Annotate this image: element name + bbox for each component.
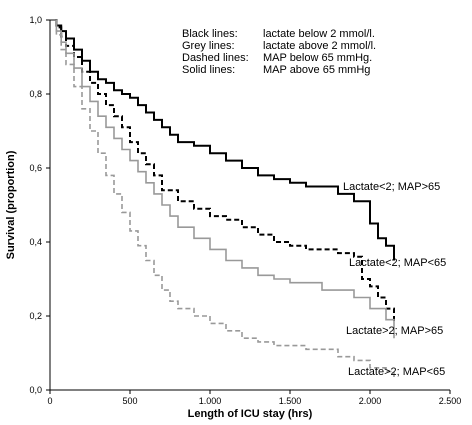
axes: 0 500 1.000 1.500 2.000 2.500 0,0 0,2 0,4 0,6 0,8 1…: [29, 15, 461, 406]
x-tick-label: 1.000: [199, 396, 222, 406]
legend: Black lines: lactate below 2 mmol/l. Grey …: [182, 28, 376, 76]
x-tick-label: 2.500: [439, 396, 462, 406]
y-tick-label: 0,8: [29, 89, 42, 99]
curve-label: Lactate<2; MAP<65: [349, 257, 446, 269]
legend-description: MAP below 65 mmHg.: [263, 52, 372, 64]
y-tick-label: 0,0: [29, 385, 42, 395]
legend-description: lactate above 2 mmol/l.: [263, 40, 376, 52]
y-tick-label: 0,2: [29, 311, 42, 321]
y-axis-title: Survival (proportion): [5, 150, 17, 259]
x-tick-label: 500: [122, 396, 137, 406]
y-tick-label: 0,6: [29, 163, 42, 173]
legend-key: Dashed lines:: [182, 52, 249, 64]
curve-labels: Lactate<2; MAP>65 Lactate<2; MAP<65 Lactat…: [343, 181, 446, 378]
curve-label: Lactate>2; MAP>65: [346, 325, 443, 337]
legend-key: Solid lines:: [182, 64, 235, 76]
x-tick-label: 1.500: [279, 396, 302, 406]
y-tick-label: 1,0: [29, 15, 42, 25]
curve-label: Lactate<2; MAP>65: [343, 181, 440, 193]
legend-key: Grey lines:: [182, 40, 235, 52]
legend-description: MAP above 65 mmHg: [263, 64, 370, 76]
x-axis-title: Length of ICU stay (hrs): [188, 408, 313, 420]
x-tick-label: 0: [47, 396, 52, 406]
legend-description: lactate below 2 mmol/l.: [263, 28, 375, 40]
x-tick-label: 2.000: [359, 396, 382, 406]
curve-label: Lactate>2; MAP<65: [348, 366, 445, 378]
y-tick-label: 0,4: [29, 237, 42, 247]
legend-key: Black lines:: [182, 28, 238, 40]
